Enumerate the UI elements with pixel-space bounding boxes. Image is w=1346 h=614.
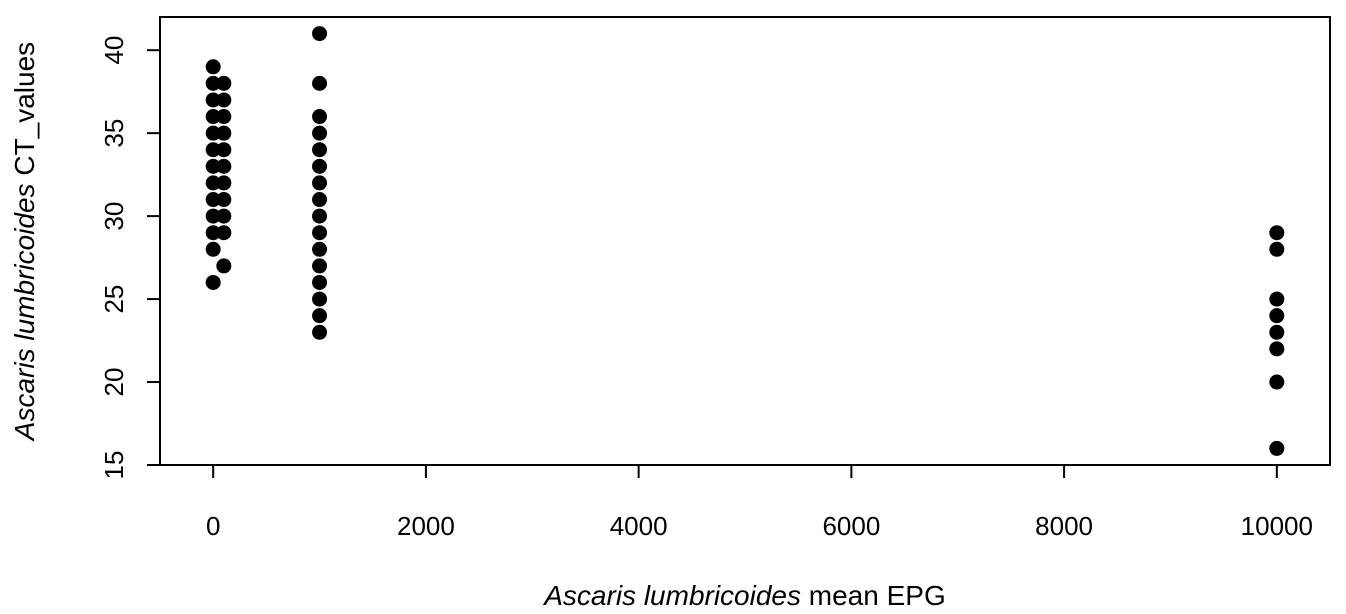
data-point (312, 175, 328, 191)
data-point (205, 92, 221, 108)
data-point (1269, 225, 1285, 241)
x-axis-title-italic: Ascaris lumbricoides (542, 580, 801, 611)
data-point (216, 125, 232, 141)
x-tick-label: 10000 (1241, 511, 1313, 541)
data-point (205, 109, 221, 125)
data-point (205, 125, 221, 141)
data-point (1269, 241, 1285, 257)
data-point (1269, 308, 1285, 324)
x-axis-title: Ascaris lumbricoides mean EPG (542, 580, 945, 611)
y-axis-title-italic: Ascaris lumbricoides (9, 183, 40, 442)
y-tick-label: 25 (99, 285, 129, 314)
data-point (1269, 440, 1285, 456)
data-point (312, 291, 328, 307)
data-point (312, 109, 328, 125)
y-tick-label: 35 (99, 119, 129, 148)
plot-frame (159, 16, 1331, 466)
data-point (312, 225, 328, 241)
data-point (216, 208, 232, 224)
data-point (1269, 341, 1285, 357)
data-points (205, 26, 1285, 456)
y-tick-label: 20 (99, 368, 129, 397)
data-point (205, 75, 221, 91)
data-point (312, 75, 328, 91)
y-tick-label: 30 (99, 202, 129, 231)
data-point (216, 258, 232, 274)
data-point (1269, 291, 1285, 307)
data-point (205, 142, 221, 158)
y-tick-label: 40 (99, 36, 129, 65)
data-point (216, 158, 232, 174)
data-point (216, 109, 232, 125)
data-point (312, 125, 328, 141)
data-point (205, 208, 221, 224)
data-point (216, 175, 232, 191)
y-tick-label: 15 (99, 451, 129, 480)
data-point (205, 158, 221, 174)
x-tick-label: 8000 (1035, 511, 1093, 541)
x-axis-title-rest: mean EPG (801, 580, 946, 611)
data-point (312, 26, 328, 42)
data-point (205, 225, 221, 241)
data-point (205, 274, 221, 290)
data-point (216, 92, 232, 108)
x-tick-label: 0 (206, 511, 220, 541)
data-point (216, 75, 232, 91)
data-point (312, 142, 328, 158)
data-point (312, 308, 328, 324)
data-point (312, 258, 328, 274)
x-tick-label: 2000 (397, 511, 455, 541)
data-point (312, 241, 328, 257)
x-tick-label: 6000 (822, 511, 880, 541)
data-point (216, 225, 232, 241)
data-point (216, 142, 232, 158)
data-point (205, 175, 221, 191)
data-point (312, 192, 328, 208)
data-point (216, 192, 232, 208)
y-axis-title: Ascaris lumbricoides CT_values (9, 42, 40, 442)
y-axis-title-rest: CT_values (9, 42, 40, 184)
data-point (312, 274, 328, 290)
data-point (312, 324, 328, 340)
x-axis: 0 2000 4000 6000 8000 10000 (206, 464, 1313, 541)
data-point (312, 158, 328, 174)
data-point (1269, 324, 1285, 340)
data-point (312, 208, 328, 224)
y-axis: 15 20 25 30 35 40 (99, 36, 161, 480)
data-point (205, 59, 221, 75)
data-point (1269, 374, 1285, 390)
x-tick-label: 4000 (610, 511, 668, 541)
data-point (205, 192, 221, 208)
data-point (205, 241, 221, 257)
